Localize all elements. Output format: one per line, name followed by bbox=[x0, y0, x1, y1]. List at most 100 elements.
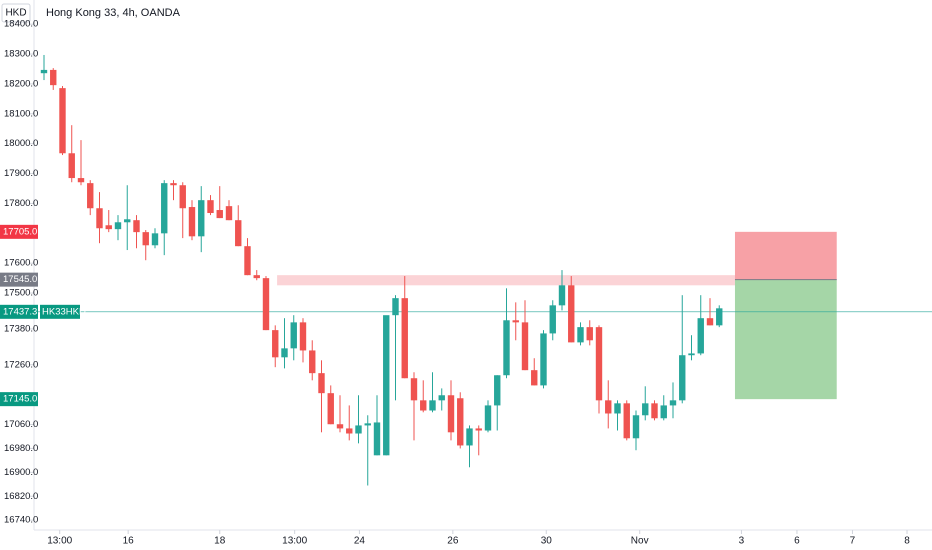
y-tick-label: 16900.0 bbox=[4, 467, 38, 478]
y-tick-label: 17260.0 bbox=[4, 359, 38, 370]
stop-loss-zone bbox=[734, 279, 837, 400]
candle-body bbox=[318, 373, 325, 394]
candle-body bbox=[105, 225, 112, 230]
candle-body bbox=[133, 220, 140, 233]
candle-body bbox=[540, 333, 547, 386]
x-tick-label: 13:00 bbox=[47, 536, 72, 547]
candle-body bbox=[188, 207, 196, 237]
candle-body bbox=[161, 183, 168, 234]
candle-body bbox=[281, 348, 288, 358]
candle-body bbox=[272, 330, 279, 358]
candle-body bbox=[142, 232, 149, 246]
price-label-bg bbox=[0, 392, 38, 407]
candle-body bbox=[364, 423, 371, 426]
x-tick-label: 16 bbox=[123, 536, 135, 547]
candle-body bbox=[309, 350, 316, 374]
candle-body bbox=[568, 285, 575, 343]
candle-body bbox=[59, 88, 66, 154]
candle-body bbox=[383, 315, 390, 456]
candle-body bbox=[114, 222, 122, 230]
y-tick-label: 17060.0 bbox=[4, 419, 38, 430]
y-tick-label: 16740.0 bbox=[4, 515, 38, 526]
candle-body bbox=[697, 318, 704, 354]
candle-body bbox=[642, 403, 649, 416]
price-label-bg bbox=[0, 224, 38, 239]
candle-body bbox=[438, 395, 445, 401]
candle-body bbox=[346, 428, 353, 434]
currency-box[interactable] bbox=[1, 3, 31, 23]
x-tick-label: 24 bbox=[354, 536, 366, 547]
x-tick-label: Nov bbox=[631, 536, 649, 547]
candle-body bbox=[179, 185, 186, 209]
y-tick-label: 17600.0 bbox=[4, 258, 38, 269]
candle-body bbox=[688, 353, 695, 356]
candle-body bbox=[623, 403, 630, 439]
candle-body bbox=[660, 405, 667, 419]
candle-body bbox=[68, 153, 75, 179]
candle-body bbox=[558, 285, 566, 306]
symbol-label-bg bbox=[40, 304, 80, 319]
candle-body bbox=[401, 298, 408, 379]
y-tick-label: 16980.0 bbox=[4, 443, 38, 454]
chart-title: Hong Kong 33, 4h, OANDA bbox=[46, 7, 181, 19]
take-profit-zone bbox=[734, 231, 837, 280]
y-tick-label: 18200.0 bbox=[4, 78, 38, 89]
y-tick-label: 18000.0 bbox=[4, 138, 38, 149]
candle-body bbox=[216, 210, 223, 219]
candle-body bbox=[151, 233, 159, 246]
candle-body bbox=[706, 318, 714, 326]
price-label-bg bbox=[0, 304, 38, 319]
x-tick-label: 3 bbox=[739, 536, 745, 547]
x-tick-label: 18 bbox=[214, 536, 226, 547]
x-tick-label: 7 bbox=[850, 536, 856, 547]
y-tick-label: 17380.0 bbox=[4, 323, 38, 334]
candle-body bbox=[225, 206, 233, 221]
candle-body bbox=[475, 428, 482, 431]
candle-body bbox=[235, 220, 242, 247]
x-tick-label: 26 bbox=[447, 536, 459, 547]
y-tick-label: 18400.0 bbox=[4, 19, 38, 30]
resistance-zone bbox=[277, 275, 735, 286]
candle-body bbox=[262, 278, 270, 331]
price-label: 17437.3 bbox=[3, 306, 37, 317]
candle-body bbox=[253, 275, 260, 279]
price-label: 17705.0 bbox=[3, 226, 37, 237]
plot-area bbox=[34, 54, 932, 486]
currency: HKD bbox=[5, 8, 26, 19]
y-tick-label: 18300.0 bbox=[4, 49, 38, 60]
y-tick-label: 17500.0 bbox=[4, 288, 38, 299]
candle-body bbox=[614, 403, 621, 414]
y-tick-label: 17900.0 bbox=[4, 168, 38, 179]
candle-body bbox=[244, 246, 251, 276]
candle-body bbox=[336, 424, 344, 429]
candle-body bbox=[503, 320, 510, 376]
candle-body bbox=[50, 69, 57, 86]
candle-body bbox=[669, 400, 677, 406]
candle-body bbox=[512, 320, 519, 323]
x-tick-label: 30 bbox=[541, 536, 553, 547]
candle-body bbox=[651, 403, 658, 419]
candle-body bbox=[410, 378, 418, 401]
symbol-label: HK33HKD bbox=[42, 306, 86, 317]
y-tick-label: 17800.0 bbox=[4, 198, 38, 209]
candle-body bbox=[420, 400, 427, 411]
candle-body bbox=[484, 405, 492, 431]
candle-body bbox=[466, 428, 473, 446]
candle-body bbox=[447, 395, 455, 433]
candle-body bbox=[87, 183, 94, 209]
y-tick-label: 18100.0 bbox=[4, 108, 38, 119]
x-tick-label: 6 bbox=[794, 536, 800, 547]
candle-body bbox=[521, 322, 529, 371]
candle-body bbox=[494, 375, 501, 406]
candle-body bbox=[595, 327, 603, 401]
x-tick-label: 13:00 bbox=[282, 536, 307, 547]
candle-body bbox=[716, 308, 723, 326]
candle-body bbox=[632, 415, 640, 439]
candle-body bbox=[40, 69, 48, 74]
candle-body bbox=[429, 400, 436, 411]
candle-body bbox=[290, 322, 297, 349]
candle-body bbox=[327, 393, 334, 425]
candle-body bbox=[549, 305, 556, 334]
candle-body bbox=[457, 398, 464, 446]
candle-body bbox=[299, 322, 307, 351]
